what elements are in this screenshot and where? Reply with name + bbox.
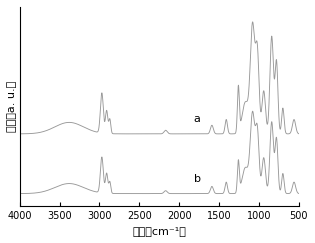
Text: b: b bbox=[193, 174, 201, 183]
Text: a: a bbox=[193, 114, 200, 124]
X-axis label: 波数（cm⁻¹）: 波数（cm⁻¹） bbox=[132, 226, 186, 236]
Y-axis label: 强度（a. u.）: 强度（a. u.） bbox=[7, 81, 17, 132]
